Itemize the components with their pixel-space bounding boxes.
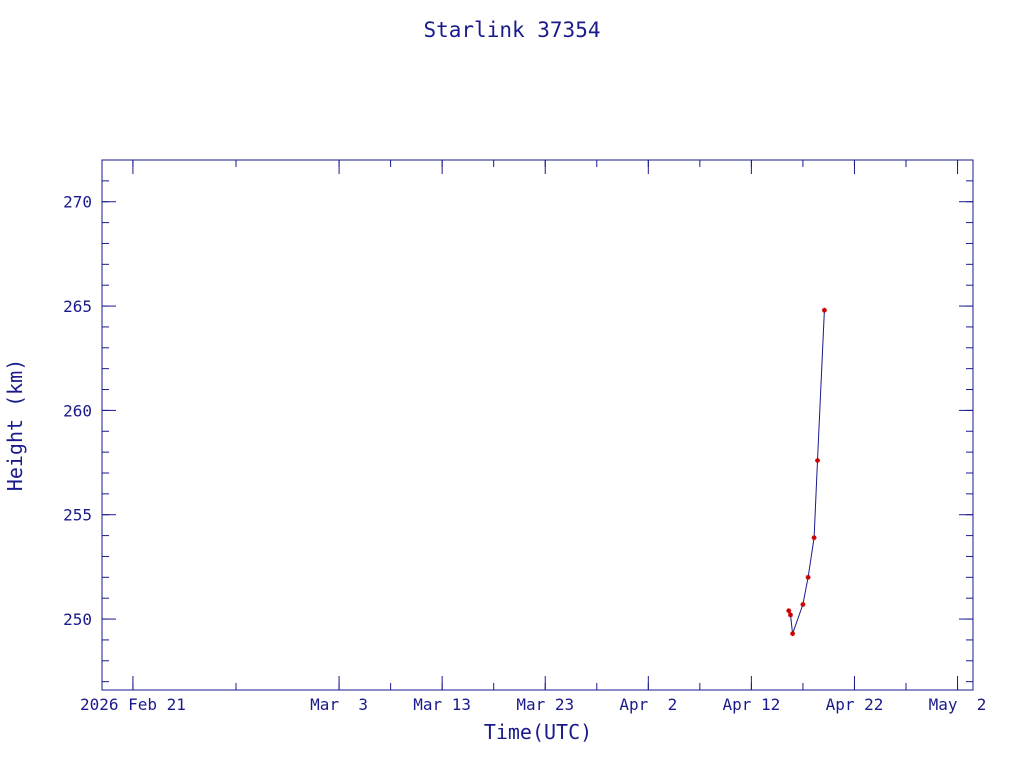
marker-stroke xyxy=(790,631,795,636)
x-tick-label: 2026 Feb 21 xyxy=(80,695,186,714)
marker-stroke xyxy=(786,608,791,613)
series-line xyxy=(788,310,825,634)
data-point-marker xyxy=(811,535,817,541)
chart-title: Starlink 37354 xyxy=(423,18,600,42)
data-point-marker xyxy=(786,608,792,614)
marker-stroke xyxy=(800,602,806,607)
x-tick-label: Mar 23 xyxy=(516,695,574,714)
y-tick-label: 255 xyxy=(63,506,92,525)
series-layer xyxy=(786,307,827,637)
data-point-marker xyxy=(790,631,796,637)
x-tick-label: Apr 2 xyxy=(619,695,677,714)
data-point-marker xyxy=(787,612,793,618)
marker-stroke xyxy=(811,535,817,540)
data-point-marker xyxy=(800,601,806,607)
axis-ticks xyxy=(102,159,973,690)
y-tick-label: 260 xyxy=(63,401,92,420)
x-tick-labels: 2026 Feb 21 Mar 3 Mar 13 Mar 23 Apr 2 Apr 12 A… xyxy=(80,695,986,714)
marker-stroke xyxy=(805,575,811,580)
x-tick-label: Apr 12 xyxy=(722,695,780,714)
y-tick-labels: 250 255 260 265 270 xyxy=(63,193,92,629)
x-axis-label: Time(UTC) xyxy=(484,720,592,744)
y-axis-label: Height (km) xyxy=(3,359,27,491)
marker-stroke xyxy=(822,308,827,313)
x-tick-label: May 2 xyxy=(929,695,987,714)
y-tick-label: 265 xyxy=(63,297,92,316)
marker-stroke xyxy=(788,612,793,618)
data-point-marker xyxy=(815,457,821,463)
x-tick-label: Mar 3 xyxy=(310,695,368,714)
y-tick-label: 270 xyxy=(63,193,92,212)
x-tick-label: Apr 22 xyxy=(826,695,884,714)
data-point-marker xyxy=(805,574,811,580)
x-tick-label: Mar 13 xyxy=(413,695,471,714)
marker-stroke xyxy=(815,458,820,463)
plot-frame xyxy=(101,159,974,691)
y-tick-label: 250 xyxy=(63,610,92,629)
data-point-marker xyxy=(821,307,827,313)
